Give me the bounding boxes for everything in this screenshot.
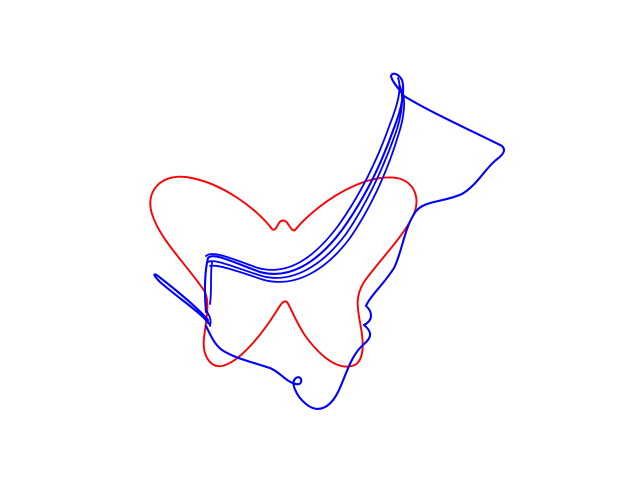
blue-strand-outer [203,72,506,410]
blue-curve [153,72,506,410]
blue-left-wisp [205,261,213,327]
red-curve [149,175,418,368]
blue-left-spike [153,273,210,325]
blue-strand-inner-2 [209,89,405,283]
blue-strand-inner-1 [207,85,403,279]
blue-strand-inner-3 [205,77,401,271]
